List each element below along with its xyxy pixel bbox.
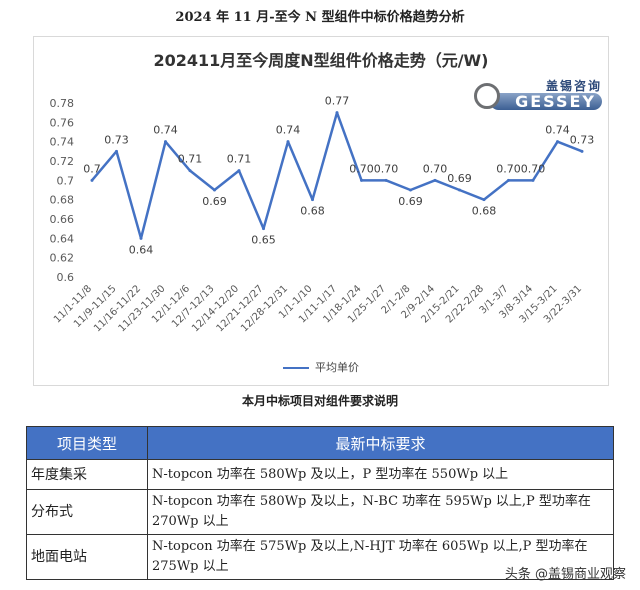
data-label: 0.70 <box>349 162 374 175</box>
data-point <box>286 140 290 144</box>
data-point <box>556 140 559 144</box>
data-label: 0.68 <box>472 205 497 218</box>
legend-label: 平均单价 <box>315 361 359 374</box>
logo-top-text: 盖锡咨询 <box>545 79 602 93</box>
data-label: 0.69 <box>202 195 227 208</box>
chart-plot-area: 0.60.620.640.660.680.70.720.740.760.7811… <box>50 95 595 335</box>
data-point <box>213 188 216 192</box>
table-header-row: 项目类型 最新中标要求 <box>26 426 614 460</box>
chart-title: 202411月至今周度N型组件价格走势（元/W) <box>153 51 489 70</box>
data-label: 0.73 <box>104 133 129 146</box>
data-point <box>164 140 167 144</box>
chart-legend: 平均单价 <box>34 359 608 375</box>
data-point <box>360 178 363 182</box>
watermark: 头条 @盖锡商业观察 <box>504 567 626 582</box>
y-tick-label: 0.64 <box>50 232 75 245</box>
data-label: 0.77 <box>325 95 350 108</box>
data-label: 0.74 <box>545 124 570 137</box>
y-tick-label: 0.62 <box>50 252 75 265</box>
data-label: 0.65 <box>251 234 276 247</box>
data-point <box>335 111 339 115</box>
data-label: 0.7 <box>83 162 101 175</box>
row-requirement: N-topcon 功率在 580Wp 及以上，N-BC 功率在 595Wp 以上… <box>147 489 614 535</box>
data-label: 0.74 <box>153 124 178 137</box>
logo-word: GESSEY <box>515 92 596 111</box>
data-point <box>262 227 265 231</box>
data-label: 0.68 <box>300 205 325 218</box>
page-heading: 2024 年 11 月-至今 N 型组件中标价格趋势分析 <box>175 10 465 25</box>
data-point <box>433 178 437 182</box>
data-point <box>90 178 94 182</box>
legend-line-icon <box>283 367 309 369</box>
y-tick-label: 0.76 <box>50 116 75 129</box>
data-point <box>311 198 314 202</box>
data-point <box>531 178 535 182</box>
data-point <box>482 198 486 202</box>
row-requirement: N-topcon 功率在 580Wp 及以上，P 型功率在 550Wp 以上 <box>147 459 614 490</box>
data-label: 0.70 <box>521 162 546 175</box>
data-label: 0.70 <box>496 162 521 175</box>
data-point <box>139 236 143 240</box>
table-row: 年度集采 N-topcon 功率在 580Wp 及以上，P 型功率在 550Wp… <box>26 459 614 490</box>
data-point <box>458 188 461 192</box>
data-label: 0.70 <box>423 162 448 175</box>
table-title: 本月中标项目对组件要求说明 <box>241 394 398 408</box>
y-tick-label: 0.7 <box>57 174 75 187</box>
data-label: 0.69 <box>398 195 423 208</box>
table-row: 地面电站 N-topcon 功率在 575Wp 及以上,N-HJT 功率在 60… <box>26 534 614 580</box>
data-label: 0.74 <box>276 124 301 137</box>
data-label: 0.71 <box>178 153 203 166</box>
y-tick-label: 0.72 <box>50 155 75 168</box>
y-tick-label: 0.66 <box>50 213 75 226</box>
row-type: 地面电站 <box>26 534 148 580</box>
data-point <box>115 149 118 153</box>
data-point <box>237 169 241 173</box>
row-requirement: N-topcon 功率在 575Wp 及以上,N-HJT 功率在 605Wp 以… <box>147 534 614 580</box>
gessey-logo: 盖锡咨询 GESSEY <box>474 77 602 111</box>
row-type: 年度集采 <box>26 459 148 490</box>
data-label: 0.69 <box>447 172 472 185</box>
row-type: 分布式 <box>26 489 148 535</box>
data-label: 0.64 <box>129 243 154 256</box>
data-label: 0.70 <box>374 162 399 175</box>
y-tick-label: 0.6 <box>57 271 75 284</box>
data-label: 0.71 <box>227 153 252 166</box>
data-point <box>507 178 510 182</box>
logo-bar <box>490 93 602 110</box>
requirements-table: 项目类型 最新中标要求 年度集采 N-topcon 功率在 580Wp 及以上，… <box>26 426 614 580</box>
line-chart: 202411月至今周度N型组件价格走势（元/W) 盖锡咨询 GESSEY 0.6… <box>33 36 609 386</box>
y-tick-label: 0.78 <box>50 97 75 110</box>
data-label: 0.73 <box>570 133 595 146</box>
logo-ring-icon <box>474 83 500 109</box>
y-tick-label: 0.74 <box>50 136 75 149</box>
header-latest-requirement: 最新中标要求 <box>147 426 614 460</box>
table-row: 分布式 N-topcon 功率在 580Wp 及以上，N-BC 功率在 595W… <box>26 489 614 535</box>
y-tick-label: 0.68 <box>50 194 75 207</box>
data-point <box>384 178 388 182</box>
data-point <box>580 149 584 153</box>
data-point <box>409 188 412 192</box>
header-project-type: 项目类型 <box>26 426 148 460</box>
data-point <box>188 169 192 173</box>
